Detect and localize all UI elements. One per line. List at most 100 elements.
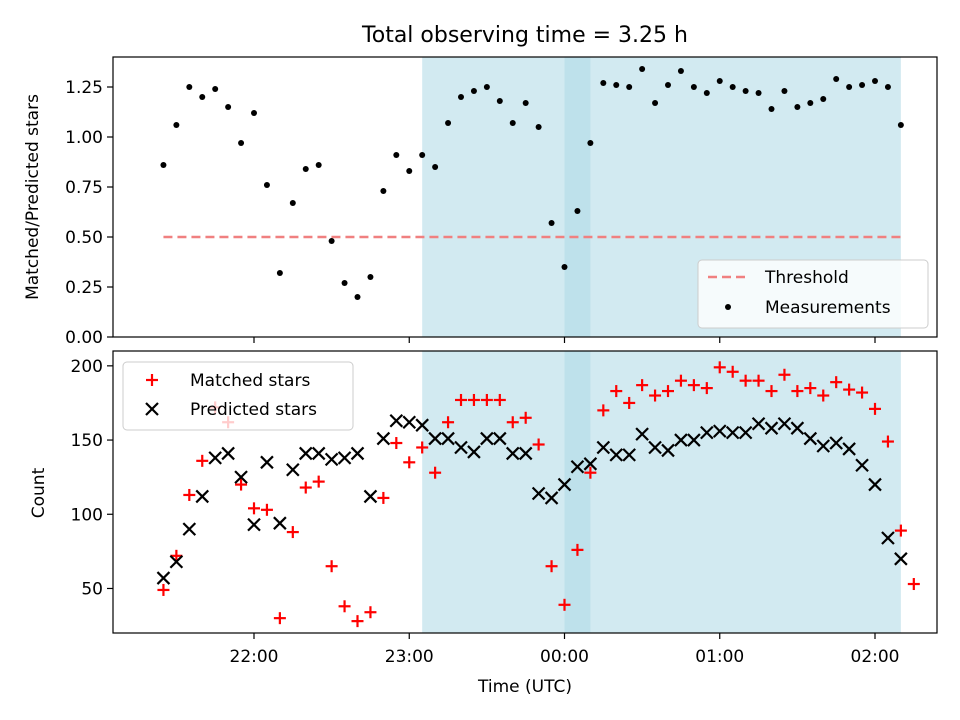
predicted-star-point: [428, 431, 442, 446]
measurement-point: [380, 188, 387, 194]
matched-star-point: [403, 456, 416, 469]
predicted-star-point: [648, 440, 662, 455]
measurement-point: [742, 88, 749, 94]
predicted-star-point: [273, 516, 287, 530]
measurement-point: [807, 100, 814, 106]
matched-star-point: [713, 361, 726, 374]
matched-star-point: [429, 466, 442, 479]
measurement-point: [496, 98, 503, 104]
matched-star-point: [817, 389, 830, 402]
matched-star-point: [700, 382, 713, 395]
matched-star-point: [674, 374, 687, 387]
predicted-star-point: [208, 451, 222, 465]
predicted-star-point: [764, 421, 779, 435]
matched-star-point: [416, 441, 429, 454]
measurement-point: [535, 124, 542, 130]
measurement-point: [263, 182, 270, 188]
matched-star-point: [480, 393, 493, 406]
figure-title: Total observing time = 3.25 h: [361, 23, 688, 48]
top-y-tick-label: 0.75: [65, 178, 103, 198]
matched-star-point: [597, 404, 610, 417]
matched-star-point: [364, 606, 377, 619]
matched-star-point: [325, 560, 338, 573]
predicted-star-point: [311, 446, 326, 461]
predicted-star-point: [286, 462, 300, 477]
matched-star-point: [260, 503, 273, 516]
measurement-point: [483, 84, 490, 90]
matched-star-point: [726, 365, 739, 378]
measurement-point: [703, 90, 710, 96]
predicted-star-point: [505, 446, 520, 461]
legend-measurements-swatch: [725, 304, 731, 310]
measurement-point: [846, 84, 853, 90]
predicted-star-point: [454, 440, 468, 455]
matched-star-point: [791, 385, 804, 398]
predicted-star-point: [247, 517, 261, 532]
matched-star-point: [442, 416, 455, 429]
matched-star-point: [571, 543, 584, 556]
measurement-point: [574, 208, 581, 214]
predicted-star-point: [234, 470, 248, 484]
measurement-point: [716, 78, 723, 84]
measurement-point: [872, 78, 878, 84]
measurement-point: [859, 82, 866, 88]
predicted-star-point: [221, 446, 235, 461]
predicted-star-point: [790, 421, 805, 435]
x-tick-label: 02:00: [851, 647, 900, 667]
bottom-legend: Matched stars Predicted stars: [122, 361, 354, 431]
predicted-star-point: [415, 418, 429, 432]
measurement-point: [367, 274, 374, 280]
measurement-point: [393, 152, 400, 158]
measurement-point: [755, 90, 762, 96]
measurement-point: [665, 82, 671, 88]
predicted-star-point: [583, 457, 598, 471]
bottom-y-tick-label: 50: [81, 579, 103, 599]
measurement-point: [341, 280, 348, 286]
matched-star-point: [506, 416, 519, 429]
measurement-point: [328, 238, 335, 244]
measurement-point: [820, 96, 827, 102]
matched-star-point: [532, 438, 545, 451]
matched-star-point: [338, 600, 351, 613]
matched-star-point: [467, 393, 480, 406]
measurement-point: [626, 84, 633, 90]
predicted-star-point: [350, 446, 365, 461]
measurement-point: [289, 200, 296, 206]
matched-star-point: [623, 396, 636, 409]
predicted-star-point: [480, 431, 494, 446]
measurement-point: [509, 120, 516, 126]
top-panel: 0.00 0.25 0.50 0.75 1.00 1.25: [65, 56, 938, 348]
measurement-point: [561, 264, 568, 270]
top-y-tick-label: 1.00: [65, 128, 103, 148]
measurement-point: [238, 140, 245, 146]
predicted-star-point: [712, 424, 727, 438]
matched-star-point: [273, 612, 286, 625]
measurement-point: [173, 122, 180, 128]
measurement-point: [225, 104, 232, 110]
matched-star-point: [636, 379, 649, 392]
measurement-point: [522, 100, 529, 106]
predicted-star-point: [738, 425, 753, 440]
top-y-tick-label: 0.50: [65, 228, 103, 248]
predicted-star-point: [389, 413, 404, 428]
bottom-legend-box: [122, 361, 354, 431]
matched-star-point: [390, 437, 403, 450]
predicted-star-point: [337, 451, 352, 465]
top-legend: Threshold Measurements: [697, 259, 929, 329]
legend-matched-label: Matched stars: [190, 371, 310, 391]
measurement-point: [613, 82, 620, 88]
legend-predicted-swatch: [145, 402, 159, 416]
x-tick-label: 00:00: [540, 647, 589, 667]
matched-star-point: [377, 491, 390, 504]
bottom-y-tick-label: 200: [71, 357, 103, 377]
predicted-star-point: [803, 431, 818, 446]
x-tick-label: 22:00: [230, 647, 279, 667]
matched-star-point: [765, 385, 778, 398]
predicted-star-point: [609, 448, 624, 462]
top-axes-frame: [112, 56, 938, 338]
predicted-star-point: [376, 431, 391, 446]
matched-star-point: [752, 374, 765, 387]
top-shaded-interval: [422, 57, 591, 337]
predicted-star-point: [855, 458, 869, 473]
predicted-star-point: [544, 491, 559, 505]
